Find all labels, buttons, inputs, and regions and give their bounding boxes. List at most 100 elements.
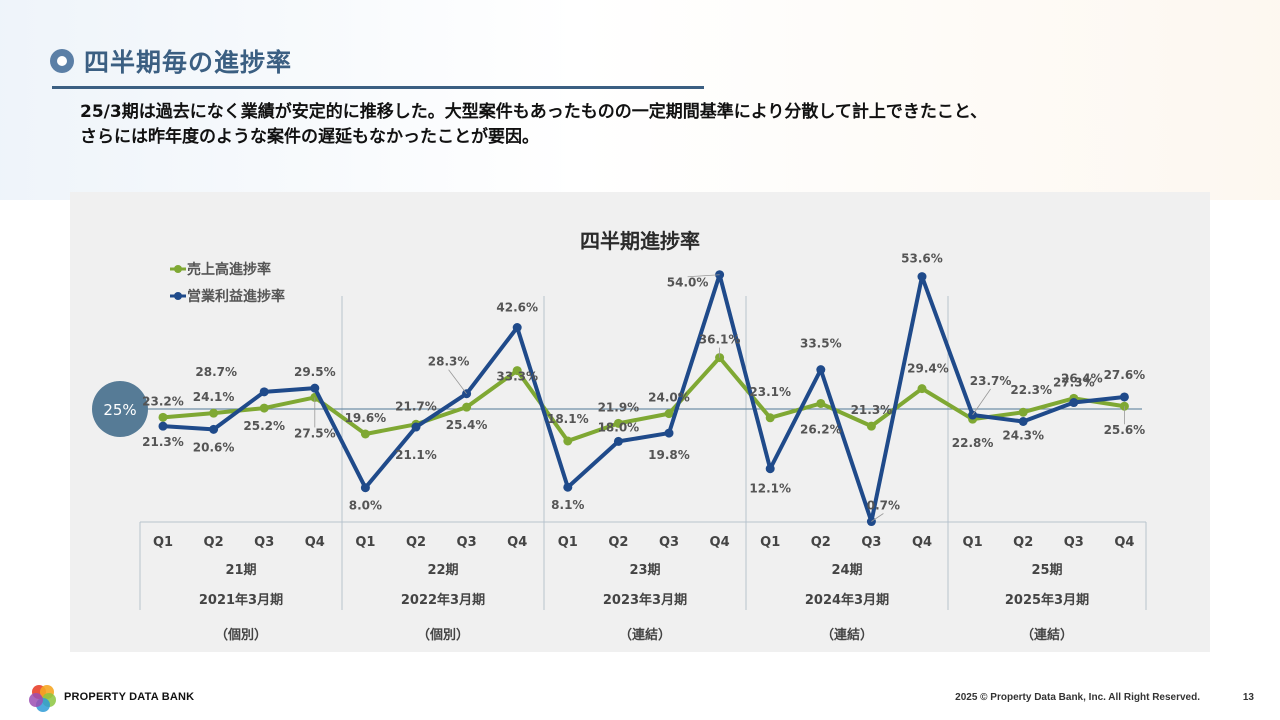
data-label-sales: 24.1% xyxy=(193,390,235,404)
chart-title: 四半期進捗率 xyxy=(580,229,700,253)
data-label-sales: 33.3% xyxy=(496,370,538,384)
data-point-profit xyxy=(816,365,826,375)
label-leader-profit xyxy=(448,369,467,394)
summary-line-2: さらには昨年度のような案件の遅延もなかったことが要因。 xyxy=(80,127,539,147)
basis-label: （連結） xyxy=(821,627,873,643)
label-leader-profit xyxy=(972,388,991,416)
data-label-profit: 24.3% xyxy=(1002,429,1044,443)
title-underline xyxy=(52,86,704,89)
data-label-sales: 21.7% xyxy=(395,399,437,413)
page-header: 四半期毎の進捗率 xyxy=(50,44,292,78)
data-point-sales xyxy=(1119,401,1129,411)
data-point-profit xyxy=(563,482,573,492)
quarter-label: Q4 xyxy=(507,535,527,550)
data-point-sales xyxy=(512,366,522,376)
fiscal-year-label: 2024年3月期 xyxy=(805,592,889,608)
data-label-profit: 27.6% xyxy=(1104,368,1146,382)
quarter-label: Q1 xyxy=(153,535,173,550)
data-point-profit xyxy=(411,422,421,432)
data-label-profit: 23.7% xyxy=(970,374,1012,388)
legend-marker-1 xyxy=(174,292,182,300)
flower-logo-icon xyxy=(29,685,56,712)
reference-badge-label: 25% xyxy=(103,401,136,419)
chart-panel: 四半期進捗率 売上高進捗率 営業利益進捗率 Q1 Q2 Q3 Q4 Q1 Q2 Q3 Q4 Q1 Q2 Q… xyxy=(70,192,1210,652)
data-label-profit: 0.7% xyxy=(867,499,900,513)
term-label: 24期 xyxy=(831,563,862,578)
data-label-sales: 25.4% xyxy=(446,418,488,432)
quarter-label: Q4 xyxy=(1114,535,1134,550)
brand-name: PROPERTY DATA BANK xyxy=(64,691,195,703)
quarter-label: Q2 xyxy=(608,535,628,550)
data-label-sales: 25.2% xyxy=(243,419,285,433)
data-label-sales: 29.4% xyxy=(907,362,949,376)
data-point-sales xyxy=(563,436,573,446)
data-label-profit: 19.8% xyxy=(648,448,690,462)
summary-line-1: 25/3期は過去になく業績が安定的に推移した。大型案件もあったものの一定期間基準… xyxy=(80,102,988,122)
quarter-label: Q2 xyxy=(811,535,831,550)
data-label-profit: 8.1% xyxy=(551,498,584,512)
data-point-sales xyxy=(1018,407,1028,417)
quarter-label: Q3 xyxy=(1064,535,1084,550)
data-point-profit xyxy=(917,272,927,282)
data-point-sales xyxy=(259,403,269,413)
data-label-sales: 22.3% xyxy=(1010,383,1052,397)
copyright-text: 2025 © Property Data Bank, Inc. All Righ… xyxy=(955,692,1200,703)
data-point-profit xyxy=(259,387,269,397)
term-label: 25期 xyxy=(1031,563,1062,578)
fiscal-year-label: 2023年3月期 xyxy=(603,592,687,608)
data-point-sales xyxy=(917,384,927,394)
data-label-sales: 22.8% xyxy=(952,436,994,450)
data-point-profit xyxy=(310,383,320,393)
page-number: 13 xyxy=(1242,692,1254,703)
data-label-profit: 42.6% xyxy=(496,301,538,315)
data-label-profit: 12.1% xyxy=(749,482,791,496)
summary-text: 25/3期は過去になく業績が安定的に推移した。大型案件もあったものの一定期間基準… xyxy=(80,100,1180,150)
data-point-sales xyxy=(866,421,876,431)
fiscal-year-label: 2025年3月期 xyxy=(1005,592,1089,608)
label-leader-profit xyxy=(871,513,884,522)
data-point-profit xyxy=(512,323,522,333)
quarter-label: Q1 xyxy=(355,535,375,550)
label-leader-profit xyxy=(687,274,720,278)
series-line-profit xyxy=(162,272,1125,524)
data-label-profit: 21.3% xyxy=(142,435,184,449)
data-label-sales: 36.1% xyxy=(699,333,741,347)
data-label-sales: 26.2% xyxy=(800,422,842,436)
quarter-label: Q3 xyxy=(861,535,881,550)
fiscal-year-label: 2022年3月期 xyxy=(401,592,485,608)
data-point-profit xyxy=(613,436,623,446)
data-label-sales: 19.6% xyxy=(345,411,387,425)
quarter-label: Q2 xyxy=(406,535,426,550)
data-label-profit: 33.5% xyxy=(800,337,842,351)
data-label-profit: 20.6% xyxy=(193,440,235,454)
data-label-sales: 27.5% xyxy=(294,426,336,440)
data-point-profit xyxy=(866,517,876,527)
quarter-label: Q1 xyxy=(760,535,780,550)
quarter-label: Q2 xyxy=(204,535,224,550)
data-point-profit xyxy=(765,464,775,474)
background-glow xyxy=(0,0,1280,200)
data-point-sales xyxy=(664,409,674,419)
data-point-sales xyxy=(765,413,775,423)
data-point-profit xyxy=(360,483,370,493)
data-label-sales: 21.9% xyxy=(598,400,640,414)
quarter-label: Q2 xyxy=(1013,535,1033,550)
data-point-profit xyxy=(1119,392,1129,402)
data-point-profit xyxy=(1069,398,1079,408)
data-label-sales: 25.6% xyxy=(1104,423,1146,437)
reference-badge xyxy=(92,381,148,437)
quarter-label: Q3 xyxy=(457,535,477,550)
data-label-sales: 23.1% xyxy=(749,385,791,399)
data-label-profit: 53.6% xyxy=(901,252,943,266)
data-label-sales: 21.3% xyxy=(851,403,893,417)
data-label-sales: 18.1% xyxy=(547,412,589,426)
data-label-profit: 28.3% xyxy=(428,355,470,369)
legend-marker-0 xyxy=(174,265,182,273)
data-label-profit: 18.0% xyxy=(598,420,640,434)
data-point-profit xyxy=(158,421,168,431)
quarter-label: Q3 xyxy=(254,535,274,550)
data-point-profit xyxy=(209,424,219,434)
page-title: 四半期毎の進捗率 xyxy=(84,48,293,77)
basis-label: （個別） xyxy=(417,627,469,643)
